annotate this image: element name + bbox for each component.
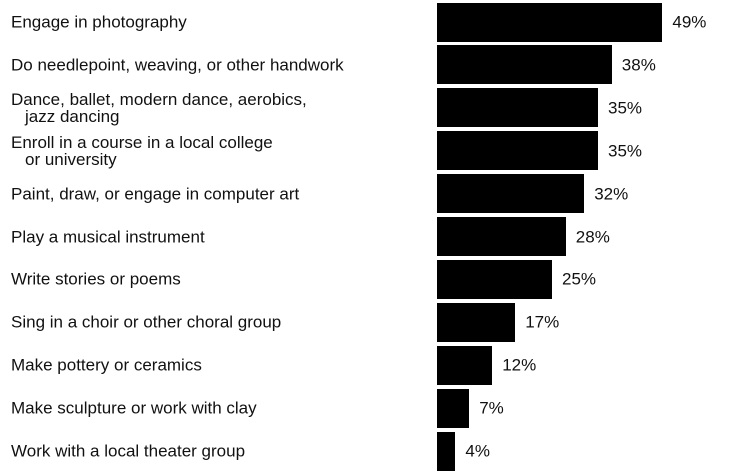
bar	[437, 388, 470, 428]
bar	[437, 345, 493, 385]
bar	[437, 174, 585, 214]
value-label: 35%	[608, 141, 643, 161]
category-label: Write stories or poems	[11, 269, 181, 289]
bar	[437, 302, 516, 342]
value-label: 28%	[575, 227, 610, 246]
value-label: 17%	[525, 312, 560, 332]
bar	[437, 259, 552, 299]
bar	[437, 88, 598, 128]
value-label: 38%	[621, 55, 656, 75]
category-label: Play a musical instrument	[11, 227, 205, 246]
category-label: Paint, draw, or engage in computer art	[11, 184, 300, 204]
category-label: Sing in a choir or other choral group	[11, 312, 282, 332]
bar	[437, 217, 566, 256]
category-label: Make pottery or ceramics	[11, 355, 202, 375]
bar	[437, 131, 598, 171]
category-label: Enroll in a course in a local college or…	[11, 132, 273, 169]
value-label: 12%	[502, 355, 537, 375]
value-label: 32%	[594, 184, 629, 204]
value-label: 7%	[479, 398, 504, 418]
bar	[437, 431, 456, 471]
value-label: 49%	[672, 12, 707, 32]
value-label: 25%	[562, 269, 597, 289]
bar	[437, 45, 612, 85]
category-label: Work with a local theater group	[11, 441, 246, 461]
category-label: Make sculpture or work with clay	[11, 398, 257, 418]
bar	[437, 2, 663, 42]
category-label: Dance, ballet, modern dance, aerobics, j…	[11, 89, 307, 126]
value-label: 35%	[608, 98, 643, 118]
category-label: Engage in photography	[11, 12, 187, 32]
value-label: 4%	[465, 441, 490, 461]
category-label: Do needlepoint, weaving, or other handwo…	[11, 55, 344, 75]
